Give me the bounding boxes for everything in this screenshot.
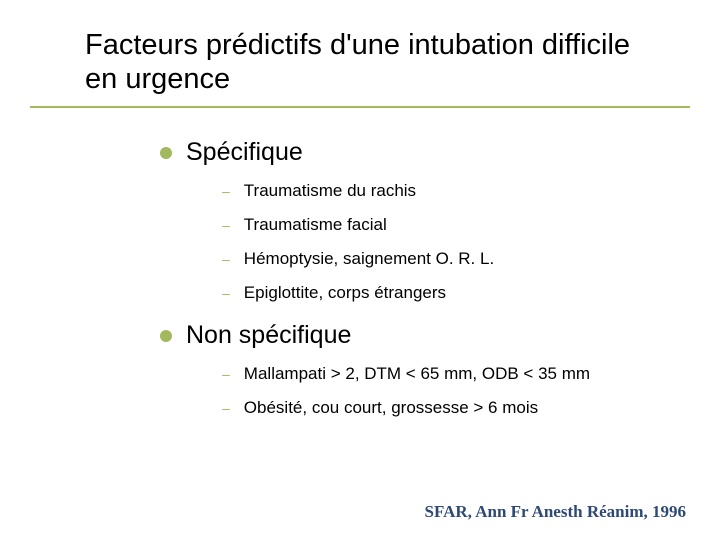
footer-citation: SFAR, Ann Fr Anesth Réanim, 1996 bbox=[425, 502, 686, 522]
section-heading-text: Spécifique bbox=[186, 138, 303, 167]
list-item: – Traumatisme facial bbox=[30, 215, 690, 235]
list-item-text: Epiglottite, corps étrangers bbox=[244, 283, 446, 303]
list-item: – Obésité, cou court, grossesse > 6 mois bbox=[30, 398, 690, 418]
list-item-text: Mallampati > 2, DTM < 65 mm, ODB < 35 mm bbox=[244, 364, 590, 384]
slide-content: Spécifique – Traumatisme du rachis – Tra… bbox=[30, 108, 690, 418]
bullet-icon bbox=[160, 147, 172, 159]
dash-icon: – bbox=[222, 366, 230, 382]
list-item: – Hémoptysie, saignement O. R. L. bbox=[30, 249, 690, 269]
dash-icon: – bbox=[222, 217, 230, 233]
list-item: – Mallampati > 2, DTM < 65 mm, ODB < 35 … bbox=[30, 364, 690, 384]
list-item-text: Obésité, cou court, grossesse > 6 mois bbox=[244, 398, 538, 418]
dash-icon: – bbox=[222, 251, 230, 267]
section-heading-text: Non spécifique bbox=[186, 321, 351, 350]
dash-icon: – bbox=[222, 285, 230, 301]
section-heading: Non spécifique bbox=[30, 321, 690, 350]
dash-icon: – bbox=[222, 183, 230, 199]
slide: Facteurs prédictifs d'une intubation dif… bbox=[0, 0, 720, 540]
slide-title: Facteurs prédictifs d'une intubation dif… bbox=[85, 28, 635, 96]
list-item-text: Hémoptysie, saignement O. R. L. bbox=[244, 249, 494, 269]
section-heading: Spécifique bbox=[30, 138, 690, 167]
list-item-text: Traumatisme du rachis bbox=[244, 181, 416, 201]
title-block: Facteurs prédictifs d'une intubation dif… bbox=[30, 28, 690, 108]
list-item: – Traumatisme du rachis bbox=[30, 181, 690, 201]
list-item-text: Traumatisme facial bbox=[244, 215, 387, 235]
dash-icon: – bbox=[222, 400, 230, 416]
list-item: – Epiglottite, corps étrangers bbox=[30, 283, 690, 303]
bullet-icon bbox=[160, 330, 172, 342]
